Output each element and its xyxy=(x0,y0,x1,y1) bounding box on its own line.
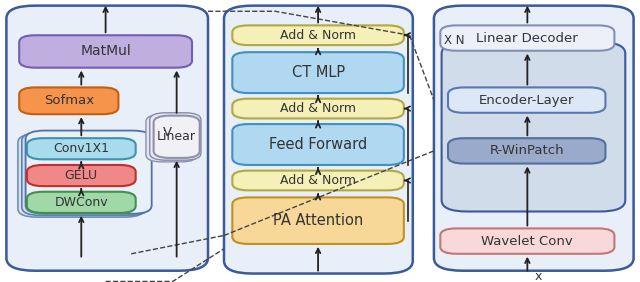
FancyBboxPatch shape xyxy=(27,138,136,159)
FancyBboxPatch shape xyxy=(150,113,201,160)
FancyBboxPatch shape xyxy=(6,6,208,271)
Text: x: x xyxy=(535,270,543,282)
FancyBboxPatch shape xyxy=(26,131,152,214)
FancyBboxPatch shape xyxy=(232,99,404,118)
Text: Add & Norm: Add & Norm xyxy=(280,29,356,42)
FancyBboxPatch shape xyxy=(27,192,136,213)
FancyBboxPatch shape xyxy=(232,197,404,244)
Text: Sofmax: Sofmax xyxy=(44,94,94,107)
FancyBboxPatch shape xyxy=(448,138,605,164)
Text: Conv1X1: Conv1X1 xyxy=(53,142,109,155)
Text: Linear Decoder: Linear Decoder xyxy=(477,32,578,45)
FancyBboxPatch shape xyxy=(232,52,404,93)
FancyBboxPatch shape xyxy=(448,87,605,113)
FancyBboxPatch shape xyxy=(232,124,404,165)
Text: R-WinPatch: R-WinPatch xyxy=(490,144,564,157)
FancyBboxPatch shape xyxy=(19,35,192,68)
Text: MatMul: MatMul xyxy=(80,45,131,58)
FancyBboxPatch shape xyxy=(232,25,404,45)
FancyBboxPatch shape xyxy=(232,171,404,190)
FancyBboxPatch shape xyxy=(19,87,118,114)
Text: Wavelet Conv: Wavelet Conv xyxy=(481,235,573,248)
Text: Add & Norm: Add & Norm xyxy=(280,102,356,115)
FancyBboxPatch shape xyxy=(224,6,413,274)
FancyBboxPatch shape xyxy=(18,134,144,217)
Text: Encoder-Layer: Encoder-Layer xyxy=(479,94,575,107)
FancyBboxPatch shape xyxy=(442,42,625,212)
Text: GELU: GELU xyxy=(65,169,98,182)
Text: Add & Norm: Add & Norm xyxy=(280,174,356,187)
Text: Linear: Linear xyxy=(157,130,196,143)
Text: CT MLP: CT MLP xyxy=(291,65,345,80)
FancyBboxPatch shape xyxy=(22,132,148,215)
FancyBboxPatch shape xyxy=(440,228,614,254)
Text: Feed Forward: Feed Forward xyxy=(269,137,367,152)
FancyBboxPatch shape xyxy=(154,116,200,158)
FancyBboxPatch shape xyxy=(27,165,136,186)
FancyBboxPatch shape xyxy=(434,6,634,271)
FancyBboxPatch shape xyxy=(146,114,197,162)
Text: V: V xyxy=(163,126,172,139)
Text: PA Attention: PA Attention xyxy=(273,213,364,228)
Text: DWConv: DWConv xyxy=(54,196,108,209)
Text: X N: X N xyxy=(444,34,464,47)
FancyBboxPatch shape xyxy=(440,25,614,51)
